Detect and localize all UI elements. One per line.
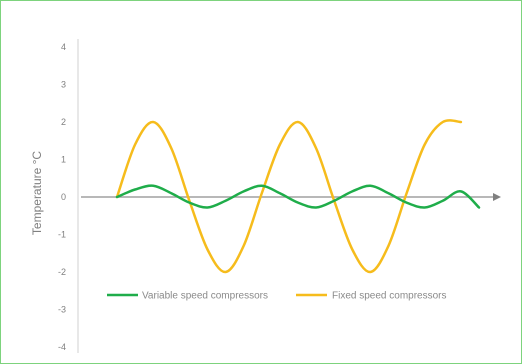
series-line-fixed-speed	[115, 119, 463, 274]
series-line-variable-speed	[115, 184, 481, 209]
y-tick-label: 0	[61, 192, 66, 202]
legend-label: Variable speed compressors	[142, 291, 268, 302]
y-tick-label: 2	[61, 117, 66, 127]
y-axis-label: Temperature °C	[30, 151, 44, 235]
y-tick-label: -4	[58, 342, 66, 352]
y-tick-label: -1	[58, 230, 66, 240]
y-tick-label: -2	[58, 267, 66, 277]
y-tick-label: 1	[61, 155, 66, 165]
y-tick-label: 4	[61, 42, 66, 52]
x-axis-arrow-icon	[493, 193, 501, 201]
legend-label: Fixed speed compressors	[332, 291, 447, 302]
y-tick-label: 3	[61, 80, 66, 90]
y-tick-label: -3	[58, 305, 66, 315]
